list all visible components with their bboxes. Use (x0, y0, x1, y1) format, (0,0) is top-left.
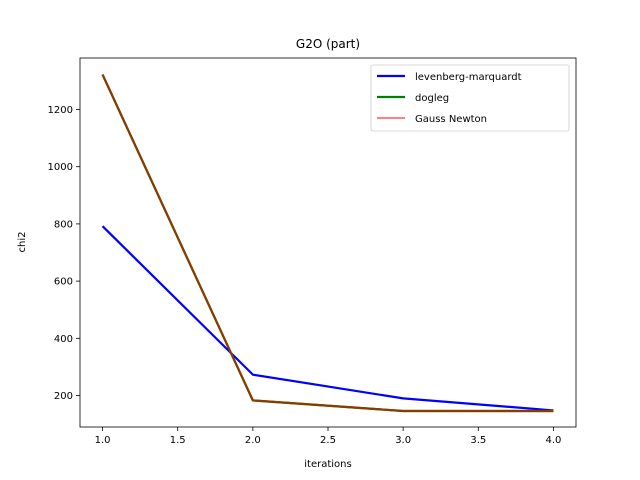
y-tick-label: 400 (54, 334, 73, 345)
legend-box (370, 64, 570, 132)
x-axis-label: iterations (304, 459, 351, 470)
series-line-overlap (101, 74, 554, 413)
series-line-levenberg-marquardt (101, 225, 554, 412)
y-axis-label: chi2 (17, 232, 28, 253)
x-tick-label: 3.5 (470, 435, 486, 446)
y-tick-label: 800 (54, 219, 73, 230)
y-tick-label: 1000 (48, 162, 73, 173)
y-tick-label: 200 (54, 391, 73, 402)
x-tick-label: 2.0 (245, 435, 261, 446)
x-axis: 1.0 1.5 2.0 2.5 3.0 3.5 4.0 (95, 427, 562, 446)
legend-label-dogleg: dogleg (415, 93, 449, 104)
x-tick-label: 1.5 (170, 435, 186, 446)
legend-label-gauss-newton: Gauss Newton (415, 114, 487, 125)
chart-title: G2O (part) (296, 37, 360, 51)
legend-label-levenberg-marquardt: levenberg-marquardt (415, 72, 522, 83)
series-lines (101, 74, 554, 413)
y-tick-label: 1200 (48, 105, 73, 116)
legend: levenberg-marquardt dogleg Gauss Newton (370, 64, 570, 132)
x-tick-label: 2.5 (320, 435, 336, 446)
x-tick-label: 4.0 (546, 435, 562, 446)
x-tick-label: 3.0 (395, 435, 411, 446)
y-tick-label: 600 (54, 277, 73, 288)
y-axis: 200 400 600 800 1000 1200 (48, 105, 80, 402)
x-tick-label: 1.0 (95, 435, 111, 446)
